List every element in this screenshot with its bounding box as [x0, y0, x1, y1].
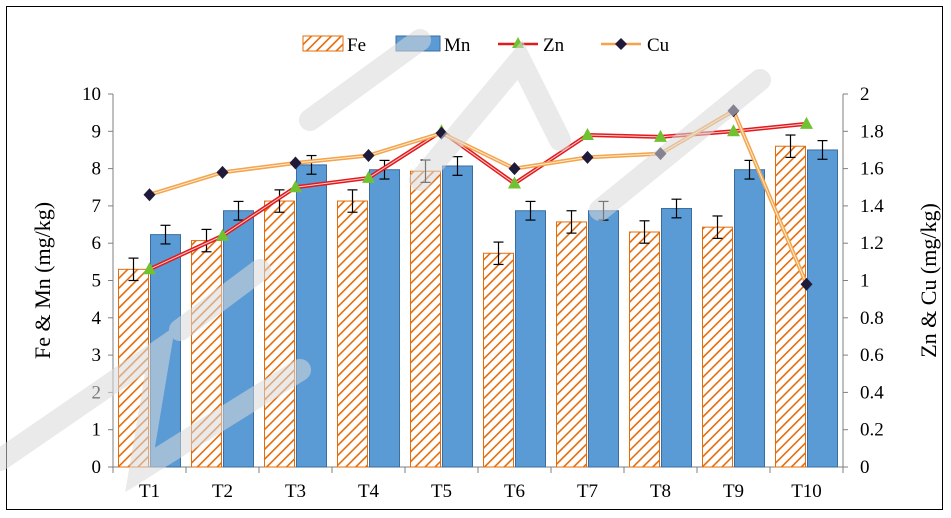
bar-fe: [337, 200, 368, 468]
point-cu: [289, 156, 302, 170]
point-zn: [362, 170, 375, 183]
point-zn: [289, 180, 302, 193]
left-tick-label: 3: [92, 345, 102, 366]
right-tick-label: 0: [860, 457, 870, 478]
legend: Fe Mn Zn Cu: [302, 35, 670, 56]
legend-label-zn: Zn: [543, 35, 565, 56]
left-tick-label: 10: [82, 84, 101, 105]
bar-fe: [702, 226, 733, 468]
legend-swatch-mn: [395, 35, 441, 52]
point-cu: [216, 165, 229, 179]
right-tick-label: 0.4: [860, 382, 884, 403]
bar-mn: [369, 169, 400, 468]
left-tick-label: 8: [92, 159, 102, 180]
x-tick-label: T4: [358, 481, 380, 502]
point-cu: [362, 149, 375, 163]
legend-marker-zn: [512, 37, 524, 48]
bar-fe: [483, 252, 514, 468]
x-tick-label: T5: [431, 481, 452, 502]
legend-label-cu: Cu: [647, 35, 670, 56]
point-cu: [143, 188, 156, 202]
right-axis-title: Zn & Cu (mg/kg): [916, 203, 941, 358]
bar-mn: [734, 169, 765, 468]
bar-fe: [629, 231, 660, 468]
x-tick-label: T6: [504, 481, 525, 502]
left-tick-label: 0: [92, 457, 102, 478]
point-cu: [581, 150, 594, 164]
point-zn: [143, 262, 156, 275]
bar-mn: [150, 234, 181, 468]
left-tick-label: 5: [92, 271, 102, 292]
bar-fe: [410, 170, 441, 468]
right-tick-label: 0.2: [860, 420, 884, 441]
left-axis-title: Fe & Mn (mg/kg): [30, 202, 55, 359]
right-tick-label: 1.2: [860, 233, 884, 254]
left-tick-label: 9: [92, 121, 102, 142]
x-tick-label: T8: [650, 481, 671, 502]
right-tick-label: 0.6: [860, 345, 884, 366]
point-cu: [508, 162, 521, 176]
bar-fe: [118, 268, 149, 468]
bar-mn: [588, 210, 619, 468]
x-tick-label: T1: [139, 481, 160, 502]
left-tick-label: 4: [92, 308, 102, 329]
point-zn: [800, 116, 813, 129]
right-tick-label: 0.8: [860, 308, 884, 329]
right-tick-label: 1.4: [860, 196, 884, 217]
bar-mn: [442, 165, 473, 468]
left-tick-label: 7: [92, 196, 102, 217]
legend-label-mn: Mn: [444, 35, 471, 56]
bar-fe: [191, 240, 222, 468]
bar-fe: [775, 145, 806, 468]
right-tick-label: 1: [860, 271, 870, 292]
left-tick-label: 6: [92, 233, 102, 254]
x-tick-label: T9: [723, 481, 744, 502]
legend-marker-cu: [615, 38, 627, 50]
x-tick-label: T10: [791, 481, 822, 502]
bars-group: [118, 134, 838, 468]
legend-label-fe: Fe: [347, 35, 366, 56]
left-tick-label: 2: [92, 382, 102, 403]
right-tick-label: 1.8: [860, 121, 884, 142]
x-tick-label: T3: [285, 481, 306, 502]
bar-mn: [296, 164, 327, 468]
bar-fe: [264, 200, 295, 468]
bar-mn: [661, 208, 692, 468]
bar-mn: [515, 210, 546, 468]
x-tick-label: T2: [212, 481, 233, 502]
right-tick-label: 2: [860, 84, 870, 105]
point-zn: [216, 228, 229, 241]
x-tick-label: T7: [577, 481, 598, 502]
bar-mn: [223, 210, 254, 468]
bar-mn: [807, 149, 838, 468]
legend-swatch-fe: [302, 35, 344, 52]
bar-fe: [556, 221, 587, 468]
chart-frame: [6, 6, 943, 510]
point-cu: [800, 277, 813, 291]
right-tick-label: 1.6: [860, 159, 884, 180]
left-tick-label: 1: [92, 420, 102, 441]
point-cu: [435, 126, 448, 140]
